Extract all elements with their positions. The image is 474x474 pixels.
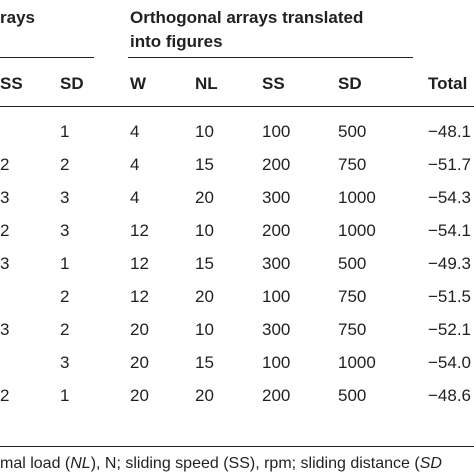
group-header-left: rays [0,8,35,27]
cell-w: 20 [130,386,149,405]
cell-nl: 10 [195,221,214,240]
cell-w: 20 [130,353,149,372]
group-header-right-line2: into figures [130,32,223,51]
cell-nl: 20 [195,287,214,306]
cell-ss: 300 [262,188,291,207]
cell-ss: 300 [262,320,291,339]
column-header-total: Total [428,74,468,93]
header-rule [0,106,474,107]
cell-w: 4 [130,122,140,141]
cell-ss: 100 [262,287,291,306]
cell-ss: 200 [262,386,291,405]
cell-ss: 200 [262,155,291,174]
cell-prev-sd: 2 [60,287,70,306]
column-header-nl: NL [195,74,218,93]
column-header-sd: SD [338,74,362,93]
cell-total: −54.0 [428,353,472,372]
cell-w: 4 [130,155,140,174]
cell-prev-sd: 3 [60,221,70,240]
cell-sd: 1000 [338,353,376,372]
cell-total: −54.1 [428,221,472,240]
cell-w: 12 [130,221,149,240]
group-rule-left [0,57,94,58]
cell-sd: 500 [338,254,367,273]
cell-total: −51.5 [428,287,472,306]
cell-prev-sd: 2 [60,155,70,174]
cell-w: 12 [130,287,149,306]
cell-prev-sd: 3 [60,188,70,207]
cell-sd: 500 [338,122,367,141]
cell-sd: 750 [338,155,367,174]
footnote-part-1: mal load ( [0,455,71,472]
cell-prev-ss: 2 [0,386,10,405]
cell-prev-ss: 3 [0,254,10,273]
cell-prev-sd: 2 [60,320,70,339]
cell-nl: 15 [195,155,214,174]
cell-nl: 15 [195,254,214,273]
cell-sd: 1000 [338,188,376,207]
cell-nl: 10 [195,122,214,141]
cell-w: 4 [130,188,140,207]
cell-prev-sd: 3 [60,353,70,372]
column-header-prev-ss: SS [0,74,23,93]
column-header-ss: SS [262,74,285,93]
cell-nl: 20 [195,386,214,405]
cell-prev-sd: 1 [60,254,70,273]
cell-ss: 100 [262,122,291,141]
cell-total: −49.3 [428,254,472,273]
cell-w: 12 [130,254,149,273]
cell-nl: 10 [195,320,214,339]
cell-prev-sd: 1 [60,386,70,405]
column-header-prev-sd: SD [60,74,84,93]
group-rule-right [128,57,413,58]
cell-prev-ss: 3 [0,188,10,207]
cell-ss: 300 [262,254,291,273]
cell-total: −51.7 [428,155,472,174]
cell-sd: 1000 [338,221,376,240]
cell-ss: 200 [262,221,291,240]
cell-prev-ss: 3 [0,320,10,339]
cell-sd: 750 [338,320,367,339]
footnote-part-2: ), N; sliding speed (SS), rpm; sliding d… [90,455,420,472]
cell-prev-sd: 1 [60,122,70,141]
cell-total: −52.1 [428,320,472,339]
cell-prev-ss: 2 [0,155,10,174]
group-header-right-line1: Orthogonal arrays translated [130,8,364,27]
cell-total: −48.1 [428,122,472,141]
cell-sd: 500 [338,386,367,405]
cell-nl: 20 [195,188,214,207]
bottom-rule [0,446,474,447]
cell-sd: 750 [338,287,367,306]
footnote: mal load (NL), N; sliding speed (SS), rp… [0,455,442,473]
cell-ss: 100 [262,353,291,372]
footnote-abbr-sd: SD [419,455,442,472]
cell-w: 20 [130,320,149,339]
cell-prev-ss: 2 [0,221,10,240]
cell-nl: 15 [195,353,214,372]
cell-total: −54.3 [428,188,472,207]
footnote-abbr-nl: NL [70,455,91,472]
cell-total: −48.6 [428,386,472,405]
column-header-w: W [130,74,147,93]
